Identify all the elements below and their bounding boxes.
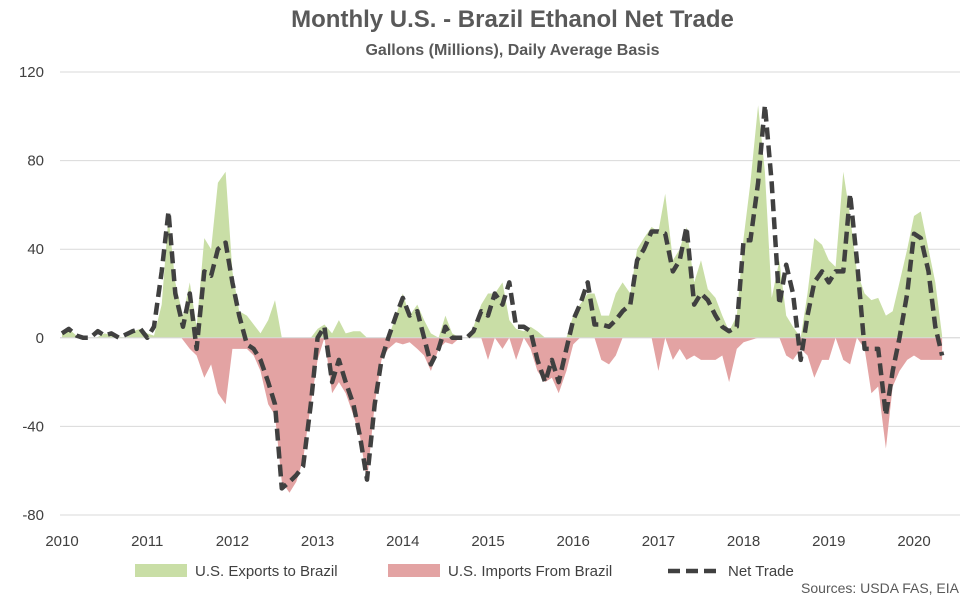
net-trade-series xyxy=(60,102,945,491)
legend-label: U.S. Imports From Brazil xyxy=(448,563,612,580)
y-tick-label: 120 xyxy=(19,64,44,81)
source-note: Sources: USDA FAS, EIA xyxy=(801,580,960,596)
legend-label: Net Trade xyxy=(728,563,794,580)
gridlines xyxy=(60,71,960,516)
chart-subtitle: Gallons (Millions), Daily Average Basis xyxy=(365,42,660,59)
y-tick-label: 40 xyxy=(27,241,44,258)
x-tick-label: 2019 xyxy=(812,533,845,550)
exports-area xyxy=(62,105,943,338)
legend-item-net-trade: Net Trade xyxy=(668,563,794,580)
x-tick-label: 2017 xyxy=(642,533,675,550)
legend-item-imports: U.S. Imports From Brazil xyxy=(388,563,612,580)
x-tick-label: 2018 xyxy=(727,533,760,550)
legend-swatch xyxy=(135,564,187,577)
x-axis: 2010 2011 2012 2013 2014 2015 2016 2017 2018 2019… xyxy=(45,533,930,550)
x-tick-label: 2020 xyxy=(897,533,930,550)
y-tick-label: -80 xyxy=(22,507,44,524)
y-tick-label: -40 xyxy=(22,418,44,435)
area-series xyxy=(60,105,960,493)
legend-swatch xyxy=(388,564,440,577)
x-tick-label: 2013 xyxy=(301,533,334,550)
x-tick-label: 2016 xyxy=(557,533,590,550)
imports-area xyxy=(62,337,943,493)
x-tick-label: 2015 xyxy=(471,533,504,550)
legend: U.S. Exports to Brazil U.S. Imports From … xyxy=(135,563,794,580)
y-tick-label: 80 xyxy=(27,153,44,170)
x-tick-label: 2011 xyxy=(131,533,163,550)
x-tick-label: 2014 xyxy=(386,533,419,550)
x-tick-label: 2012 xyxy=(216,533,249,550)
legend-item-exports: U.S. Exports to Brazil xyxy=(135,563,338,580)
x-tick-label: 2010 xyxy=(45,533,78,550)
y-tick-label: 0 xyxy=(36,330,44,347)
legend-label: U.S. Exports to Brazil xyxy=(195,563,338,580)
y-axis: -80 -40 0 40 80 120 xyxy=(19,64,44,524)
net-trade-line xyxy=(60,102,945,491)
chart-title: Monthly U.S. - Brazil Ethanol Net Trade xyxy=(291,6,734,33)
